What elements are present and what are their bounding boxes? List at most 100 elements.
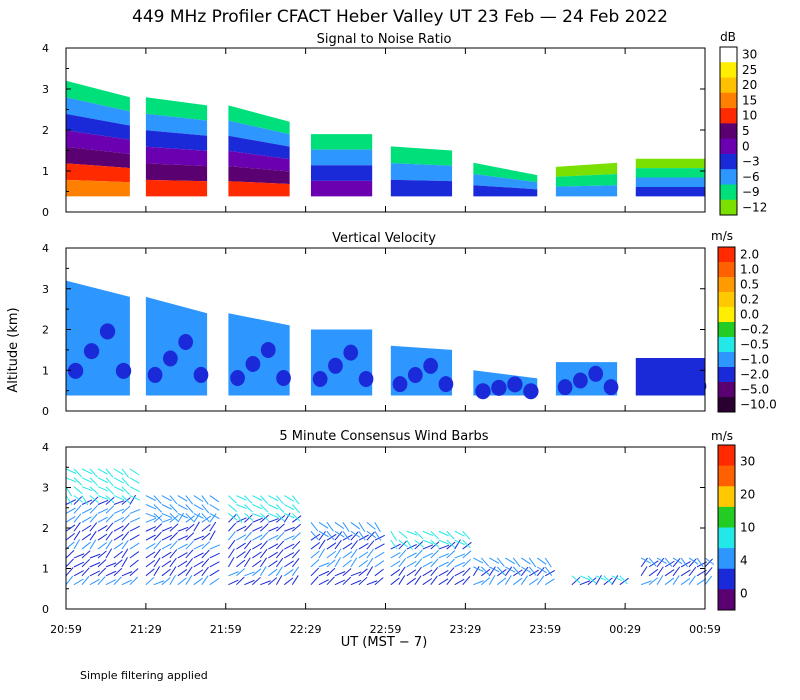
wind-barb [81, 558, 91, 568]
wind-barb [209, 544, 221, 550]
wind-barb [244, 579, 255, 586]
wind-barb [260, 580, 271, 586]
wind-barb [228, 514, 237, 523]
colorbar-swatch [718, 589, 735, 611]
wind-barb [244, 514, 253, 523]
wind-barb [193, 521, 200, 532]
wind-colorbar-unit: m/s [711, 429, 733, 443]
wind-barb [227, 548, 235, 559]
wind-barb [656, 566, 664, 577]
wind-barb [571, 575, 581, 584]
wind-barb [169, 514, 179, 523]
wind-barb [65, 507, 76, 514]
wind-barb [121, 579, 133, 586]
colorbar-swatch [718, 307, 735, 323]
wind-barb [201, 513, 210, 522]
wind-barb [528, 578, 539, 586]
wind-barb [81, 550, 91, 559]
figure-title: 449 MHz Profiler CFACT Heber Valley UT 2… [132, 7, 668, 27]
colorbar-swatch [720, 92, 737, 109]
wind-barb [481, 568, 491, 577]
wind-barb [390, 530, 397, 541]
wind-barb [648, 568, 659, 577]
wind-barb [201, 575, 209, 585]
wind-barb [422, 539, 434, 545]
wind-barb [358, 576, 368, 586]
wind-barb [704, 575, 713, 586]
wind-barb [544, 578, 555, 586]
colorbar-swatch [720, 62, 737, 79]
wind-barb [291, 504, 300, 514]
wind-barb [145, 495, 156, 501]
wind-barb [89, 562, 101, 568]
wind-barb [275, 532, 285, 541]
wind-barb [252, 504, 263, 510]
wind-barb [544, 557, 552, 568]
wind-barb [236, 542, 246, 550]
wind-barb [358, 543, 369, 550]
colorbar-swatch [718, 247, 735, 263]
snr-cell [66, 179, 130, 197]
wind-barb [177, 512, 185, 523]
wind-barb [688, 566, 697, 577]
colorbar-label: 4 [740, 554, 748, 568]
velocity-cell [260, 341, 276, 358]
wind-barb [414, 566, 422, 577]
wind-barb [193, 577, 203, 586]
wind-barb [414, 558, 423, 568]
colorbar-label: −5.0 [740, 383, 769, 397]
snr-cell [228, 181, 290, 197]
wind-barb [81, 567, 90, 577]
wind-barb [276, 523, 285, 532]
x-tick-label: 21:59 [210, 623, 242, 636]
wind-barb [422, 569, 433, 577]
wind-barb [89, 505, 98, 514]
wind-barb [488, 566, 496, 577]
wind-barb [259, 531, 269, 541]
wind-barb [177, 569, 188, 577]
colorbar-swatch [720, 47, 737, 63]
snr-cell [145, 146, 208, 167]
y-tick-label: 0 [42, 603, 49, 616]
snr-cell [473, 185, 538, 197]
wind-barb [209, 569, 220, 577]
wind-barb [252, 526, 263, 532]
wind-barb [536, 567, 545, 577]
wind-barb [672, 575, 680, 585]
wind-barb [334, 571, 346, 577]
wind-barb [81, 533, 92, 541]
snr-cell [473, 174, 538, 190]
wind-barb [259, 566, 267, 577]
wind-barb [209, 512, 220, 520]
colorbar-frame [717, 246, 736, 413]
wind-barb [587, 575, 597, 584]
wind-barb [193, 543, 204, 550]
wind-barb [454, 530, 465, 537]
wind-barb [73, 539, 80, 550]
snr-cell [635, 177, 705, 187]
wind-barb [374, 551, 385, 559]
velocity-cell [328, 357, 343, 374]
wind-barb [544, 566, 553, 577]
wind-barb [145, 504, 157, 510]
wind-barb [291, 523, 302, 532]
wind-barb [672, 566, 681, 577]
wind-barb [73, 496, 83, 505]
wind-barb [350, 521, 360, 530]
velocity-cell [507, 376, 523, 393]
wind-barb [310, 567, 320, 577]
wind-barb [129, 576, 139, 586]
wind-barb [358, 568, 368, 577]
wind-barb [318, 530, 329, 538]
wind-barb [113, 567, 123, 577]
velocity-cell [637, 378, 655, 395]
wind-barb [430, 575, 438, 585]
wind-barb [473, 580, 484, 586]
wind-barb [113, 508, 125, 514]
y-axis-label: Altitude (km) [6, 307, 21, 392]
wind-barb [236, 495, 247, 501]
snr-cell [145, 113, 208, 136]
wind-barb [252, 559, 262, 568]
velocity-cell [655, 370, 672, 387]
wind-barb [113, 477, 124, 484]
